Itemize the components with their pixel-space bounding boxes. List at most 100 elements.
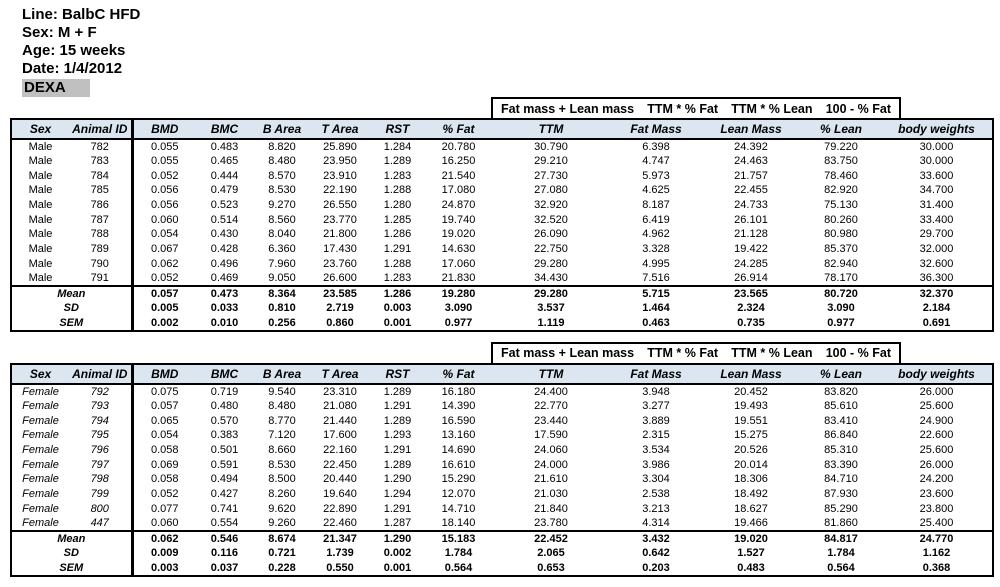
value-cell: 7.120	[268, 429, 296, 442]
summary-label: SD	[63, 547, 79, 560]
summary-value-cell: 3.090	[827, 302, 855, 315]
value-cell: 26.000	[919, 385, 954, 398]
summary-value-cell: 8.364	[268, 287, 296, 300]
value-cell: 1.284	[383, 140, 412, 153]
summary-value-cell: 0.564	[444, 561, 473, 574]
value-cell: 3.213	[642, 502, 670, 515]
animal-id-cell: 447	[90, 516, 109, 529]
value-cell: 34.430	[534, 272, 568, 285]
summary-value-cell: 0.721	[268, 547, 296, 560]
value-cell: 0.430	[210, 228, 239, 241]
summary-value-cell: 0.473	[210, 287, 239, 300]
value-cell: 0.480	[210, 399, 239, 412]
summary-value-cell: 1.739	[326, 547, 354, 560]
value-cell: 0.069	[130, 457, 196, 472]
summary-value-cell: 1.784	[444, 547, 473, 560]
animal-id-cell: 800	[90, 502, 109, 515]
summary-value-cell: 0.550	[326, 561, 354, 574]
sex-cell: Male	[28, 243, 53, 256]
value-cell: 0.496	[210, 257, 239, 270]
summary-label: SD	[63, 302, 79, 315]
summary-value-cell: 19.280	[441, 287, 476, 300]
value-cell: 22.890	[323, 502, 357, 515]
value-cell: 25.400	[919, 516, 954, 529]
value-cell: 1.285	[383, 213, 412, 226]
value-cell: 8.040	[268, 228, 296, 241]
value-cell: 22.455	[734, 184, 768, 197]
value-cell: 6.419	[642, 213, 670, 226]
summary-value-cell: 3.432	[642, 532, 670, 545]
animal-id-cell: 783	[90, 155, 109, 168]
value-cell: 9.050	[268, 272, 296, 285]
animal-id-cell: 785	[90, 184, 109, 197]
value-cell: 20.452	[734, 385, 768, 398]
summary-value-cell: 2.324	[737, 302, 765, 315]
animal-row: Male 791 0.052 0.469 9.050 26.600 1.283 21.830 3…	[11, 271, 993, 286]
summary-value-cell: 0.653	[537, 561, 565, 574]
value-cell: 16.250	[441, 155, 476, 168]
value-cell: 27.730	[534, 169, 568, 182]
formula-label-pctlean: 100 - % Fat	[825, 101, 891, 116]
value-cell: 0.055	[130, 153, 196, 169]
value-cell: 9.270	[268, 199, 296, 212]
col-header-ttm: TTM	[491, 119, 611, 140]
value-cell: 19.020	[441, 228, 476, 241]
value-cell: 3.304	[642, 473, 670, 486]
male-table-header: Sex Animal ID BMD BMC B Area T Area RST …	[11, 119, 993, 140]
value-cell: 30.000	[919, 155, 954, 168]
value-cell: 0.444	[210, 169, 239, 182]
value-cell: 19.422	[734, 243, 768, 256]
value-cell: 21.540	[441, 169, 476, 182]
value-cell: 8.480	[268, 399, 296, 412]
summary-value-cell: 0.010	[210, 316, 239, 329]
value-cell: 85.290	[824, 502, 858, 515]
formula-label-pctlean: 100 - % Fat	[825, 346, 891, 361]
col-header-bmd: BMD	[130, 363, 196, 385]
value-cell: 18.306	[734, 473, 768, 486]
value-cell: 14.630	[441, 243, 476, 256]
male-table-summary: Mean 0.057 0.473 8.364 23.585 1.286 19.280 29.2…	[11, 285, 993, 331]
value-cell: 26.101	[734, 213, 768, 226]
female-table-summary: Mean 0.062 0.546 8.674 21.347 1.290 15.183 22.4…	[11, 530, 993, 576]
value-cell: 0.591	[210, 458, 239, 471]
value-cell: 33.600	[919, 169, 954, 182]
summary-value-cell: 1.119	[537, 316, 565, 329]
value-cell: 8.500	[268, 473, 296, 486]
sex-cell: Female	[22, 473, 59, 486]
value-cell: 23.780	[534, 516, 568, 529]
value-cell: 78.170	[824, 272, 858, 285]
value-cell: 0.719	[210, 385, 239, 398]
summary-row: Mean 0.062 0.546 8.674 21.347 1.290 15.183 22.4…	[11, 530, 993, 546]
summary-value-cell: 0.001	[383, 316, 412, 329]
value-cell: 26.000	[919, 458, 954, 471]
tables-wrap: Fat mass + Lean mass TTM * % Fat TTM * %…	[10, 97, 994, 577]
sex-cell: Male	[28, 257, 53, 270]
value-cell: 3.277	[642, 399, 670, 412]
value-cell: 82.920	[824, 184, 858, 197]
summary-value-cell: 0.691	[922, 316, 951, 329]
value-cell: 8.820	[268, 140, 296, 153]
col-header-animal-id: Animal ID	[69, 119, 132, 140]
summary-value-cell: 0.810	[268, 302, 296, 315]
sex-cell: Female	[22, 443, 59, 456]
value-cell: 0.483	[210, 140, 239, 153]
value-cell: 19.493	[734, 399, 768, 412]
value-cell: 0.077	[130, 501, 196, 517]
value-cell: 33.400	[919, 213, 954, 226]
col-header-fat-mass: Fat Mass	[611, 119, 701, 140]
animal-row: Female 447 0.060 0.554 9.260 22.460 1.287 18.14…	[11, 516, 993, 531]
summary-value-cell: 15.183	[441, 532, 476, 545]
value-cell: 18.140	[441, 516, 476, 529]
animal-row: Male 783 0.055 0.465 8.480 23.950 1.289 16.250 2…	[11, 153, 993, 169]
value-cell: 0.060	[130, 212, 196, 228]
value-cell: 26.550	[323, 199, 357, 212]
animal-id-cell: 797	[90, 458, 109, 471]
value-cell: 32.600	[919, 257, 954, 270]
col-header-lean-mass: Lean Mass	[701, 119, 801, 140]
value-cell: 7.960	[268, 257, 296, 270]
value-cell: 21.128	[734, 228, 768, 241]
value-cell: 36.300	[919, 272, 954, 285]
value-cell: 24.060	[534, 443, 568, 456]
animal-id-cell: 799	[90, 488, 109, 501]
summary-label: Mean	[57, 532, 86, 545]
